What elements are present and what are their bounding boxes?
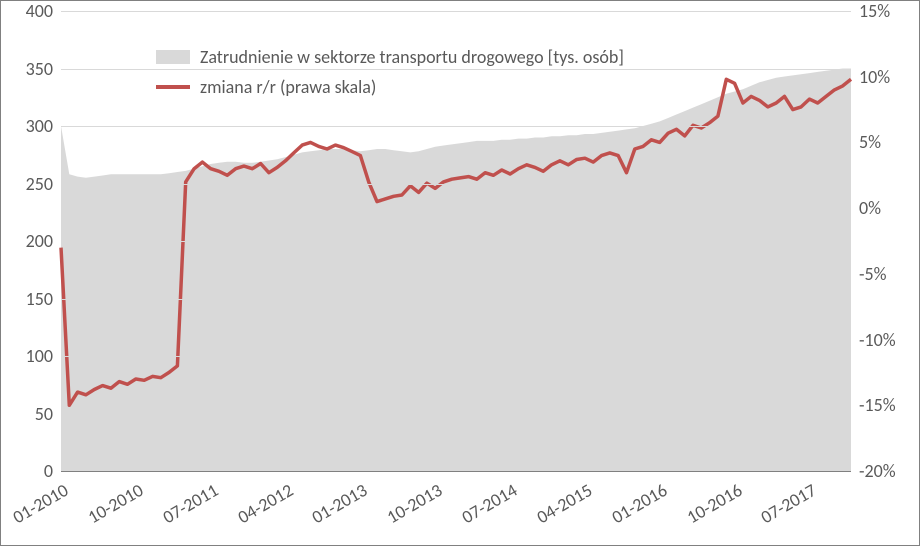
y-tick-left: 150 — [1, 288, 53, 310]
y-tick-right: -20% — [859, 460, 896, 482]
x-axis-line — [61, 471, 851, 472]
y-tick-right: -5% — [859, 263, 887, 285]
gridline — [61, 184, 851, 185]
gridline — [61, 356, 851, 357]
y-tick-right: 10% — [859, 66, 890, 88]
y-tick-left: 100 — [1, 345, 53, 367]
y-tick-left: 350 — [1, 58, 53, 80]
gridline — [61, 11, 851, 12]
y-tick-right: 5% — [859, 131, 881, 153]
gridline — [61, 69, 851, 70]
y-tick-right: -15% — [859, 394, 896, 416]
gridline — [61, 299, 851, 300]
gridline — [61, 241, 851, 242]
x-tick: 07-2017 — [740, 479, 820, 538]
x-tick: 01-2010 — [0, 479, 72, 538]
y-tick-left: 400 — [1, 0, 53, 22]
legend-label-area: Zatrudnienie w sektorze transportu drogo… — [200, 46, 624, 68]
legend-swatch-line — [156, 85, 190, 89]
x-tick: 10-2016 — [665, 479, 745, 538]
y-tick-right: 0% — [859, 197, 881, 219]
x-tick: 10-2010 — [67, 479, 147, 538]
x-tick: 01-2013 — [291, 479, 371, 538]
x-tick: 07-2014 — [441, 479, 521, 538]
legend: Zatrudnienie w sektorze transportu drogo… — [156, 46, 624, 106]
legend-item-line: zmiana r/r (prawa skala) — [156, 76, 624, 98]
area-series — [61, 69, 851, 472]
gridline — [61, 414, 851, 415]
chart-container: Zatrudnienie w sektorze transportu drogo… — [0, 0, 920, 546]
x-tick: 07-2011 — [141, 479, 221, 538]
y-tick-left: 300 — [1, 115, 53, 137]
x-tick: 01-2016 — [590, 479, 670, 538]
gridline — [61, 126, 851, 127]
x-tick: 04-2012 — [216, 479, 296, 538]
y-tick-right: -10% — [859, 329, 896, 351]
x-tick: 10-2013 — [366, 479, 446, 538]
legend-swatch-area — [156, 50, 190, 64]
y-tick-left: 0 — [1, 460, 53, 482]
legend-item-area: Zatrudnienie w sektorze transportu drogo… — [156, 46, 624, 68]
legend-label-line: zmiana r/r (prawa skala) — [200, 76, 376, 98]
x-tick: 04-2015 — [516, 479, 596, 538]
y-tick-left: 50 — [1, 403, 53, 425]
y-tick-right: 15% — [859, 0, 890, 22]
y-tick-left: 250 — [1, 173, 53, 195]
y-tick-left: 200 — [1, 230, 53, 252]
